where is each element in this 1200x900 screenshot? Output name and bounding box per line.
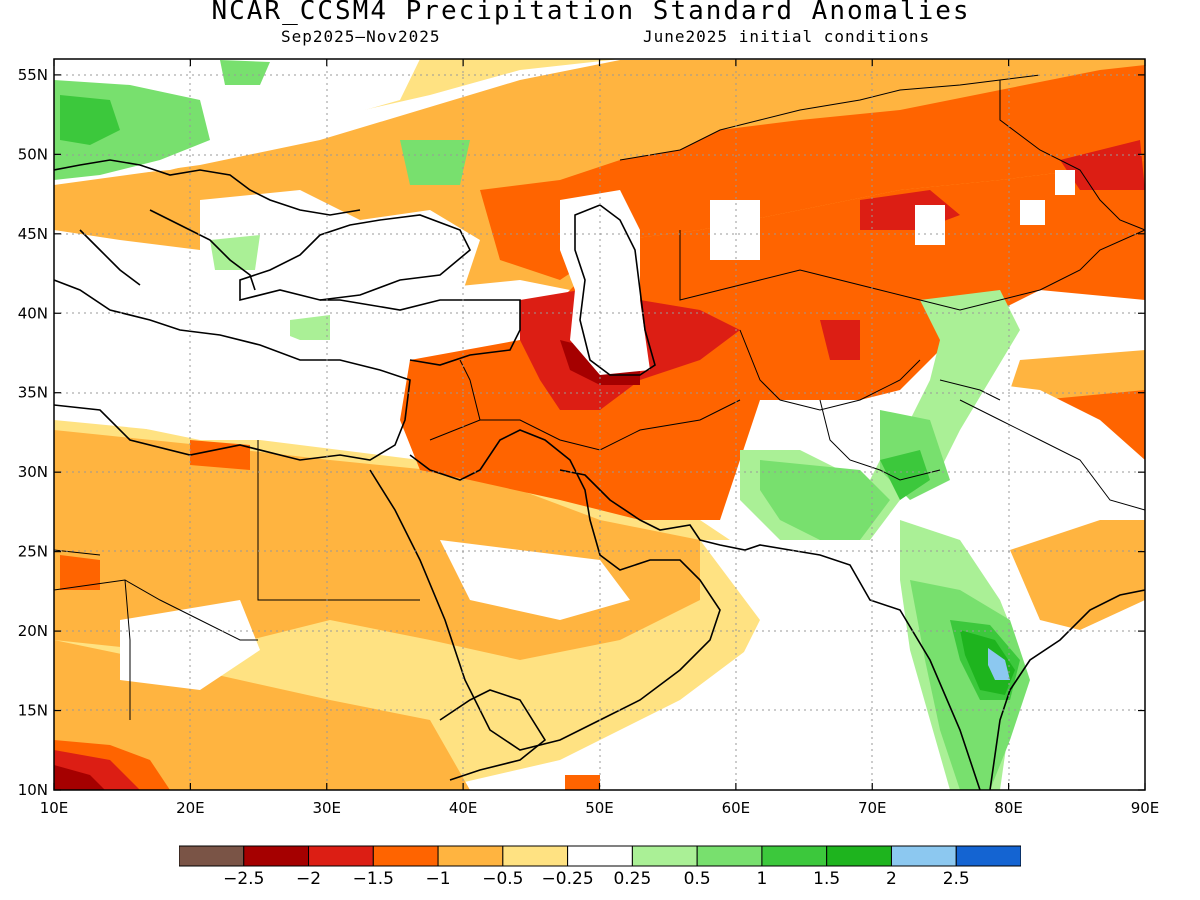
longitude-labels: 10E 20E 30E 40E 50E 60E 70E 80E 90E <box>40 799 1160 817</box>
legend-swatch <box>761 845 828 867</box>
lat-label: 25N <box>18 543 48 561</box>
lon-label: 10E <box>40 799 69 817</box>
legend-label: −0.5 <box>482 869 524 889</box>
legend-swatch <box>243 845 310 867</box>
borders <box>54 74 1145 720</box>
lon-label: 50E <box>585 799 614 817</box>
legend-swatch <box>502 845 569 867</box>
lon-label: 60E <box>722 799 751 817</box>
legend-label: 0.25 <box>613 869 652 889</box>
legend-swatch <box>890 845 957 867</box>
lat-label: 55N <box>18 66 48 84</box>
lon-label: 70E <box>858 799 887 817</box>
legend-label: 1.5 <box>813 869 841 889</box>
legend-swatch <box>437 845 504 867</box>
initial-conditions: June2025 initial conditions <box>643 27 931 46</box>
lat-label: 20N <box>18 622 48 640</box>
latitude-labels: 55N 50N 45N 40N 35N 30N 25N 20N 15N 10N <box>18 66 48 799</box>
legend-label: −0.25 <box>541 869 594 889</box>
legend-label: −1.5 <box>352 869 394 889</box>
lat-label: 35N <box>18 384 48 402</box>
legend-label: 0.5 <box>683 869 711 889</box>
lon-label: 20E <box>176 799 205 817</box>
lat-label: 50N <box>18 145 48 163</box>
coastlines <box>54 159 1145 790</box>
legend-swatch <box>567 845 633 867</box>
map-title: NCAR_CCSM4 Precipitation Standard Anomal… <box>211 0 971 26</box>
axis-ticks <box>53 59 1146 791</box>
legend-label: −2.5 <box>223 869 265 889</box>
legend-swatch <box>372 845 439 867</box>
lat-label: 15N <box>18 702 48 720</box>
forecast-period: Sep2025–Nov2025 <box>281 27 441 46</box>
lat-label: 40N <box>18 304 48 322</box>
legend-swatch <box>955 845 1021 867</box>
graticule <box>54 59 1145 790</box>
lat-label: 30N <box>18 463 48 481</box>
legend-swatch <box>308 845 374 867</box>
legend-label: 1 <box>756 869 768 889</box>
lon-label: 80E <box>994 799 1023 817</box>
legend-swatch <box>179 845 245 867</box>
lat-label: 45N <box>18 225 48 243</box>
color-legend <box>179 845 1021 867</box>
lon-label: 90E <box>1131 799 1160 817</box>
legend-swatch <box>696 845 763 867</box>
legend-label: −2 <box>296 869 322 889</box>
lon-label: 30E <box>312 799 341 817</box>
legend-label: 2.5 <box>942 869 970 889</box>
legend-swatch <box>631 845 698 867</box>
lat-label: 10N <box>18 781 48 799</box>
legend-label: 2 <box>886 869 897 889</box>
legend-label: −1 <box>425 869 451 889</box>
lon-label: 40E <box>449 799 478 817</box>
legend-swatch <box>826 845 892 867</box>
